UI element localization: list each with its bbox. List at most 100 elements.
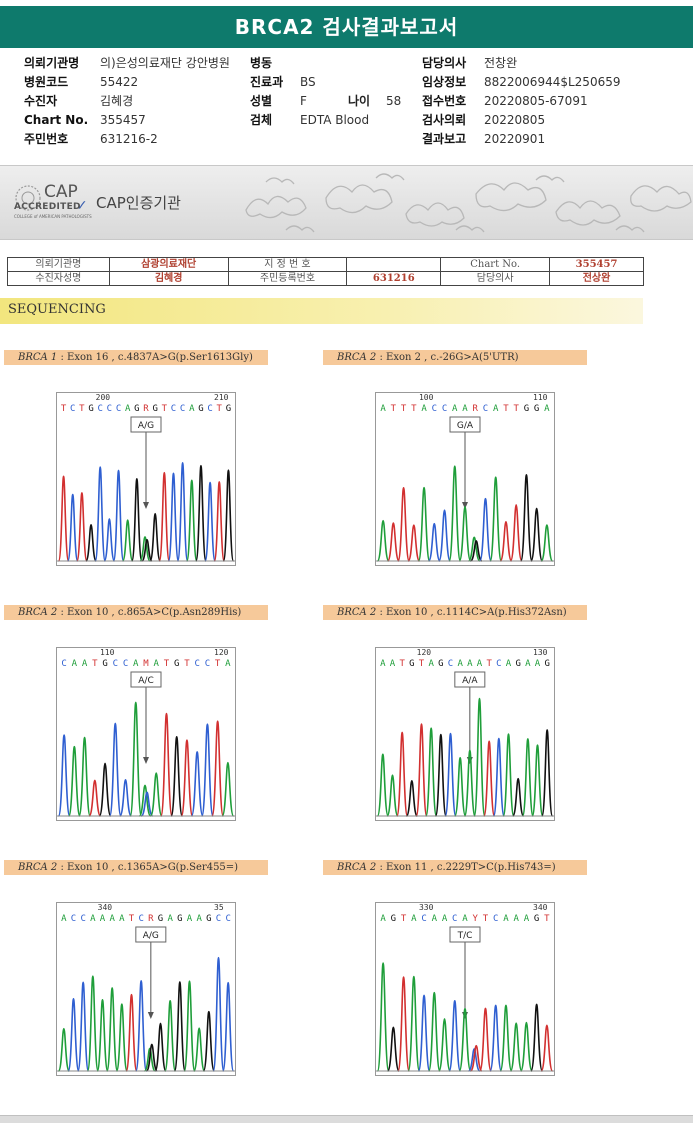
trace-peak xyxy=(211,720,225,817)
variant-description: : Exon 11 , c.2229T>C(p.His743=) xyxy=(376,862,556,873)
base-call: C xyxy=(171,404,176,414)
trace-peak xyxy=(140,791,154,817)
trace-peak xyxy=(489,1004,503,1072)
base-call: A xyxy=(421,404,427,414)
position-number: 120 xyxy=(214,648,229,657)
trace-peak xyxy=(512,777,525,817)
trace-peak xyxy=(438,509,451,562)
trace-peak xyxy=(149,772,163,817)
base-call: A xyxy=(109,914,115,924)
trace-peak xyxy=(519,473,533,562)
base-call: T xyxy=(503,404,509,414)
position-number: 330 xyxy=(419,903,434,912)
arrow-icon xyxy=(143,757,149,764)
table-cell: 수진자성명 xyxy=(7,271,110,286)
trace-peak xyxy=(454,756,467,817)
trace-peak xyxy=(167,472,180,562)
trace-peak xyxy=(415,723,428,817)
genotype-box xyxy=(135,926,167,943)
base-call: T xyxy=(129,914,135,924)
base-call: T xyxy=(513,404,519,414)
info-value: 의)은성의료재단 강안병원 xyxy=(100,56,230,70)
base-call: A xyxy=(477,659,483,669)
checkmark-icon: ✓ xyxy=(76,198,88,214)
section-title: SEQUENCING xyxy=(8,302,106,317)
info-label: 병동 xyxy=(250,56,273,70)
variant-panel: BRCA 2 : Exon 10 , c.865A>C(p.Asn289His)… xyxy=(4,605,271,845)
base-call: A xyxy=(380,404,386,414)
base-call: A xyxy=(119,914,125,924)
base-call: A xyxy=(189,404,195,414)
trace-peak xyxy=(530,1003,544,1072)
trace-peak xyxy=(170,735,184,817)
base-call: G xyxy=(158,914,163,924)
trace-peak xyxy=(67,745,81,817)
trace-peak xyxy=(57,734,71,817)
cap-org-label: CAP인증기관 xyxy=(96,194,181,212)
base-call: A xyxy=(432,914,438,924)
genotype-call: G/A xyxy=(457,421,474,431)
trace-peak xyxy=(94,466,107,562)
trace-peak xyxy=(470,540,483,562)
trace-peak xyxy=(204,481,216,562)
trace-peak xyxy=(57,475,70,562)
trace-peak xyxy=(222,981,235,1072)
trace-peak xyxy=(499,1004,513,1072)
base-call: A xyxy=(442,914,448,924)
base-call: C xyxy=(496,659,501,669)
trace-peak xyxy=(444,732,457,817)
base-call: C xyxy=(225,914,230,924)
trace-peak xyxy=(112,469,125,562)
base-call: G xyxy=(534,914,539,924)
trace-peak xyxy=(376,753,389,817)
trace-peak xyxy=(541,729,554,817)
trace-peak xyxy=(397,486,411,562)
base-call: T xyxy=(61,404,67,414)
report-title: BRCA2 검사결과보고서 xyxy=(0,6,693,48)
trace-peak xyxy=(448,1000,462,1072)
info-value: 20220901 xyxy=(484,132,546,146)
base-call: G xyxy=(409,659,414,669)
trace-peak xyxy=(185,479,198,562)
trace-peak xyxy=(521,738,534,817)
variant-description: : Exon 2 , c.-26G>A(5'UTR) xyxy=(376,352,519,363)
info-value: 55422 xyxy=(100,75,139,89)
base-call: M xyxy=(143,659,149,669)
position-number: 110 xyxy=(100,648,115,657)
cloud-pattern-icon xyxy=(245,173,692,233)
trace-peak xyxy=(164,1000,177,1072)
base-call: T xyxy=(391,404,397,414)
genotype-call: A/G xyxy=(138,421,154,431)
cap-college-text: COLLEGE of AMERICAN PATHOLOGISTS xyxy=(14,214,92,219)
base-call: T xyxy=(215,659,221,669)
base-call: A xyxy=(225,659,231,669)
table-cell: 전상완 xyxy=(549,271,644,286)
info-label: 결과보고 xyxy=(422,132,467,146)
info-value: 631216-2 xyxy=(100,132,158,146)
trace-peak xyxy=(463,749,476,817)
genotype-call: A/A xyxy=(462,676,478,686)
patient-info-col2: 병동 진료과 BS 성별 F 나이 58 검체 EDTA Blood xyxy=(250,54,401,130)
trace-peak xyxy=(119,779,132,817)
trace-peak xyxy=(176,462,189,562)
base-call: Y xyxy=(473,914,479,924)
trace-peak xyxy=(213,481,226,562)
position-number: 35 xyxy=(214,903,224,912)
variant-description: : Exon 10 , c.865A>C(p.Asn289His) xyxy=(57,607,242,618)
info-value: 전창완 xyxy=(484,56,518,70)
trace-peak xyxy=(76,492,88,562)
cap-logo: CAP ✓ ACCREDITED COLLEGE of AMERICAN PAT… xyxy=(14,182,92,224)
trace-peak xyxy=(154,1022,167,1072)
base-call: T xyxy=(217,404,223,414)
base-call: G xyxy=(544,659,549,669)
base-call: A xyxy=(380,914,386,924)
base-call: A xyxy=(428,659,434,669)
info-label: 수진자 xyxy=(24,94,58,108)
trace-peak xyxy=(376,962,390,1072)
position-number: 340 xyxy=(533,903,548,912)
page-footer-bar xyxy=(0,1115,693,1123)
base-call: T xyxy=(419,659,425,669)
trace-peak xyxy=(386,522,400,562)
